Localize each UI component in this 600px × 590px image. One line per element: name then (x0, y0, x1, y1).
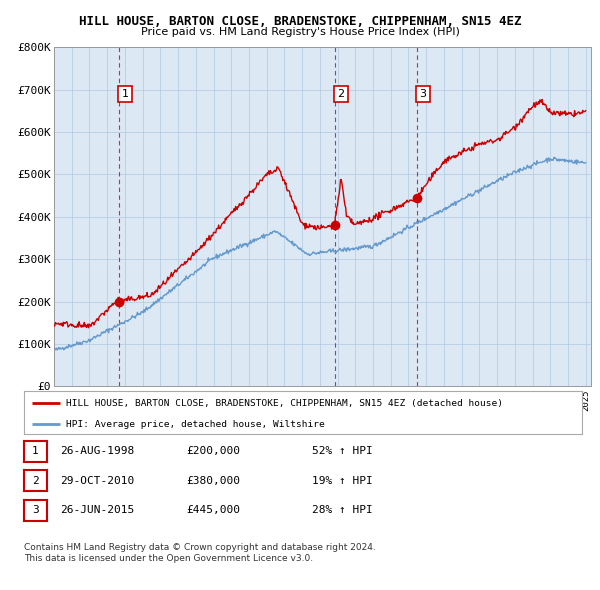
Text: This data is licensed under the Open Government Licence v3.0.: This data is licensed under the Open Gov… (24, 555, 313, 563)
Text: Contains HM Land Registry data © Crown copyright and database right 2024.: Contains HM Land Registry data © Crown c… (24, 543, 376, 552)
Text: £200,000: £200,000 (186, 447, 240, 456)
Text: 52% ↑ HPI: 52% ↑ HPI (312, 447, 373, 456)
Text: 2: 2 (337, 89, 344, 99)
Text: 3: 3 (32, 506, 39, 515)
Text: HPI: Average price, detached house, Wiltshire: HPI: Average price, detached house, Wilt… (66, 420, 325, 429)
Text: 26-AUG-1998: 26-AUG-1998 (60, 447, 134, 456)
Text: 2: 2 (32, 476, 39, 486)
Text: 28% ↑ HPI: 28% ↑ HPI (312, 506, 373, 515)
Text: £380,000: £380,000 (186, 476, 240, 486)
Text: 1: 1 (121, 89, 128, 99)
Text: 29-OCT-2010: 29-OCT-2010 (60, 476, 134, 486)
Text: 3: 3 (419, 89, 427, 99)
Text: £445,000: £445,000 (186, 506, 240, 515)
Text: HILL HOUSE, BARTON CLOSE, BRADENSTOKE, CHIPPENHAM, SN15 4EZ (detached house): HILL HOUSE, BARTON CLOSE, BRADENSTOKE, C… (66, 399, 503, 408)
Text: 26-JUN-2015: 26-JUN-2015 (60, 506, 134, 515)
Text: 1: 1 (32, 447, 39, 456)
Text: Price paid vs. HM Land Registry's House Price Index (HPI): Price paid vs. HM Land Registry's House … (140, 27, 460, 37)
Text: HILL HOUSE, BARTON CLOSE, BRADENSTOKE, CHIPPENHAM, SN15 4EZ: HILL HOUSE, BARTON CLOSE, BRADENSTOKE, C… (79, 15, 521, 28)
Text: 19% ↑ HPI: 19% ↑ HPI (312, 476, 373, 486)
